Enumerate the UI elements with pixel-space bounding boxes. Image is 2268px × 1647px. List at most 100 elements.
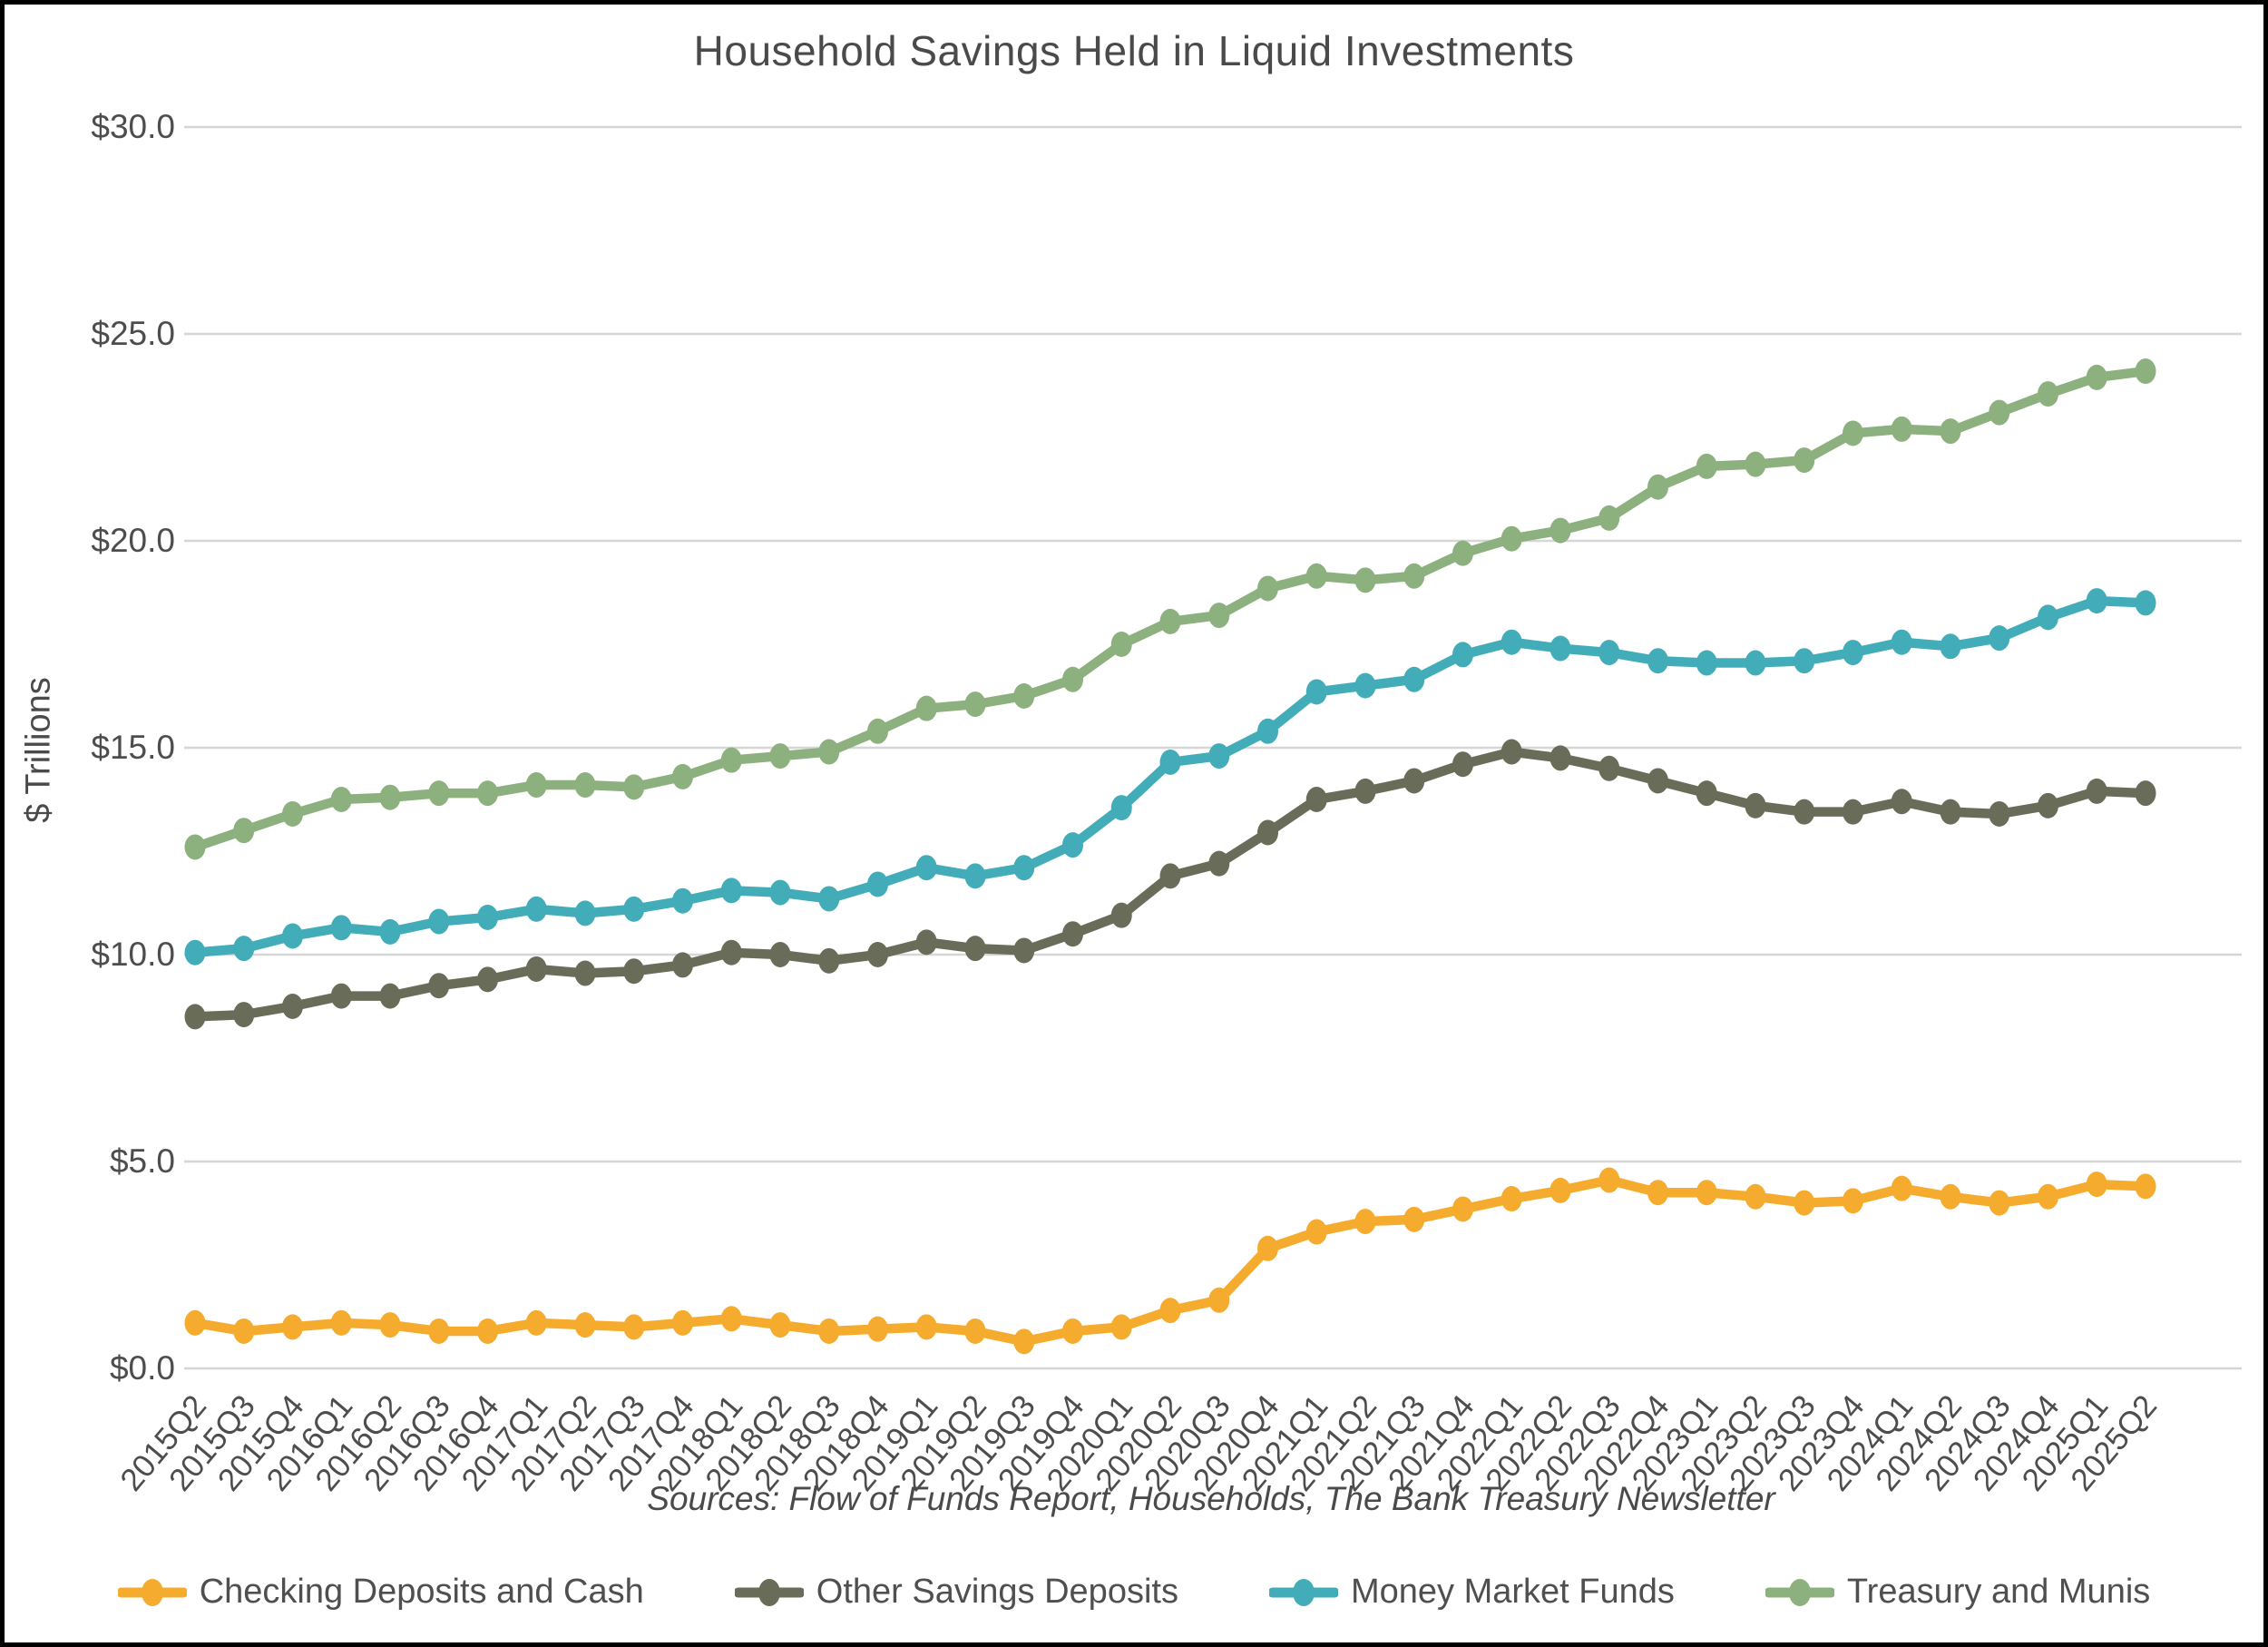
data-point-marker: [282, 923, 303, 949]
data-point-marker: [769, 879, 791, 906]
legend-marker-dot: [758, 1578, 780, 1606]
data-point-marker: [184, 834, 206, 860]
data-point-marker: [1403, 1206, 1425, 1232]
data-point-marker: [1696, 780, 1717, 807]
data-point-marker: [1305, 787, 1327, 812]
data-point-marker: [1501, 629, 1522, 655]
data-point-marker: [282, 994, 303, 1019]
y-tick-label: $20.0: [91, 522, 175, 559]
data-point-marker: [1794, 648, 1815, 674]
data-point-marker: [1647, 1180, 1668, 1206]
data-point-marker: [2038, 604, 2058, 631]
data-point-marker: [2038, 381, 2058, 407]
data-point-marker: [525, 896, 547, 922]
data-point-marker: [330, 1309, 352, 1336]
legend: Checking Deposits and Cash Other Savings …: [5, 1573, 2263, 1612]
data-point-marker: [1452, 540, 1473, 566]
data-point-marker: [1062, 921, 1083, 947]
data-point-marker: [1159, 608, 1181, 634]
data-point-marker: [1354, 1209, 1376, 1235]
data-point-marker: [672, 763, 693, 789]
legend-marker-icon: [1765, 1578, 1834, 1606]
data-point-marker: [1891, 789, 1912, 815]
data-point-marker: [1940, 799, 1961, 825]
data-point-marker: [915, 929, 937, 956]
data-point-marker: [2038, 1183, 2058, 1210]
data-point-marker: [720, 877, 742, 904]
data-point-marker: [1110, 632, 1132, 657]
gridlines: [184, 125, 2242, 1370]
data-point-marker: [1794, 799, 1815, 825]
data-point-marker: [1208, 850, 1230, 877]
data-point-marker: [2135, 358, 2156, 385]
data-point-marker: [574, 900, 596, 926]
legend-marker-icon: [117, 1578, 187, 1606]
data-point-marker: [233, 936, 255, 962]
data-point-marker: [233, 818, 255, 844]
data-point-marker: [1696, 453, 1717, 479]
series-money-market-funds: [184, 588, 2156, 966]
legend-item-checking-deposits-and-cash: Checking Deposits and Cash: [117, 1573, 644, 1612]
data-point-marker: [915, 855, 937, 881]
y-tick-label: $30.0: [91, 108, 175, 145]
data-point-marker: [818, 886, 840, 912]
data-point-marker: [818, 1318, 840, 1344]
data-point-marker: [477, 780, 498, 807]
data-point-marker: [1305, 1219, 1327, 1245]
data-point-marker: [1110, 902, 1132, 928]
data-point-marker: [2135, 780, 2156, 807]
y-tick-label: $25.0: [91, 315, 175, 352]
y-axis-tick-labels: $30.0 $25.0 $20.0 $15.0 $10.0 $5.0 $0.0: [91, 108, 175, 1387]
data-point-marker: [1159, 863, 1181, 889]
data-point-marker: [1843, 799, 1863, 825]
data-point-marker: [915, 695, 937, 721]
legend-marker-dot: [1292, 1578, 1315, 1606]
data-point-marker: [1354, 778, 1376, 804]
data-point-marker: [330, 983, 352, 1009]
data-point-marker: [818, 947, 840, 974]
data-point-marker: [1159, 1298, 1181, 1324]
data-point-marker: [720, 939, 742, 966]
data-point-marker: [1257, 819, 1278, 846]
data-point-marker: [1452, 642, 1473, 668]
data-point-marker: [623, 1314, 645, 1340]
data-point-marker: [428, 1318, 450, 1344]
data-point-marker: [1452, 751, 1473, 778]
data-point-marker: [1013, 855, 1035, 881]
data-point-marker: [2038, 792, 2058, 819]
legend-label: Treasury and Munis: [1846, 1573, 2151, 1611]
data-point-marker: [525, 772, 547, 799]
data-point-marker: [2086, 778, 2107, 804]
legend-marker-dot: [1788, 1578, 1811, 1606]
data-point-marker: [1989, 399, 2010, 426]
data-point-marker: [1598, 640, 1620, 666]
data-point-marker: [623, 958, 645, 985]
data-point-marker: [1354, 567, 1376, 593]
data-point-marker: [574, 1312, 596, 1338]
data-point-marker: [477, 904, 498, 930]
data-point-marker: [1745, 650, 1766, 676]
data-point-marker: [964, 863, 986, 889]
data-point-marker: [1989, 800, 2010, 827]
data-point-marker: [1062, 832, 1083, 858]
y-tick-label: $10.0: [91, 936, 175, 973]
data-point-marker: [379, 784, 401, 810]
data-point-marker: [184, 1004, 206, 1030]
data-point-marker: [1843, 420, 1863, 446]
data-point-marker: [1257, 575, 1278, 602]
data-point-marker: [2086, 1172, 2107, 1198]
data-point-marker: [1940, 1183, 1961, 1210]
data-point-marker: [1940, 418, 1961, 445]
chart-title: Household Savings Held in Liquid Investm…: [693, 27, 1575, 74]
data-point-marker: [1598, 1167, 1620, 1193]
line-chart: $30.0$25.0$20.0$15.0$10.0$5.0$0.0 2015Q2…: [91, 108, 2242, 1498]
data-point-marker: [1110, 795, 1132, 821]
legend-item-treasury-and-munis: Treasury and Munis: [1765, 1573, 2150, 1612]
data-point-marker: [1549, 1177, 1571, 1203]
data-point-marker: [1989, 1190, 2010, 1216]
data-point-marker: [1452, 1196, 1473, 1222]
data-point-marker: [525, 956, 547, 982]
data-point-marker: [720, 747, 742, 773]
data-point-marker: [379, 1312, 401, 1338]
data-point-marker: [233, 1002, 255, 1028]
